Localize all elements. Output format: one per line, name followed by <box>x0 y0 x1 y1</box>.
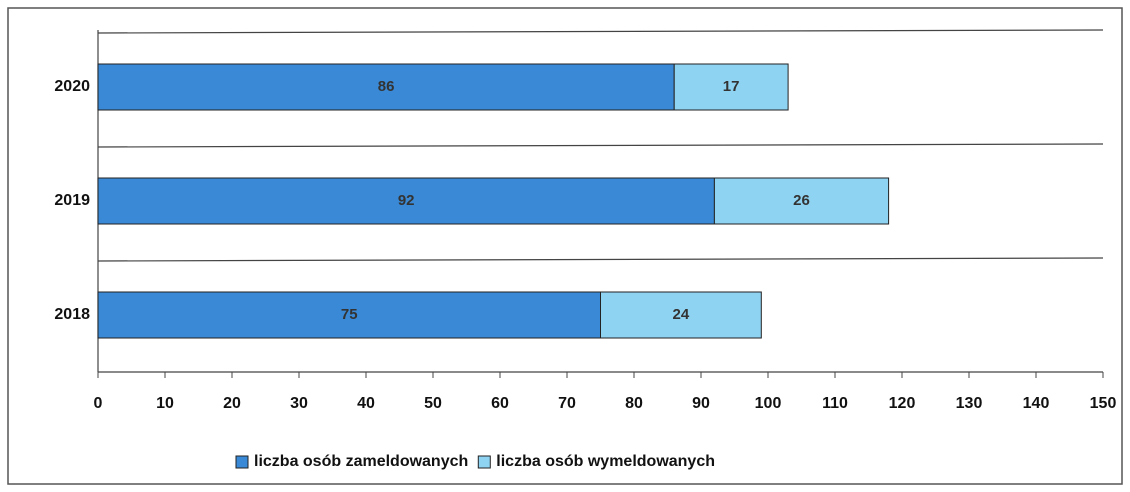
legend-swatch <box>477 455 491 469</box>
separator <box>97 143 1104 148</box>
bar <box>97 177 715 225</box>
x-tick-label: 150 <box>1090 395 1117 412</box>
separator <box>97 29 1104 34</box>
bar <box>600 291 762 339</box>
x-tick-label: 110 <box>822 395 848 412</box>
x-tick-label: 80 <box>625 395 643 412</box>
legend-label: liczba osób zameldowanych <box>254 453 468 470</box>
separator <box>97 257 1104 262</box>
y-tick-label: 2019 <box>54 192 90 209</box>
value-label: 86 <box>378 78 395 95</box>
bar <box>673 63 789 111</box>
x-tick-label: 50 <box>424 395 442 412</box>
value-label: 92 <box>398 192 415 209</box>
x-tick-label: 100 <box>755 395 782 412</box>
value-label: 24 <box>673 306 690 323</box>
x-tick-label: 140 <box>1023 395 1050 412</box>
x-tick-label: 90 <box>692 395 710 412</box>
x-tick-label: 120 <box>889 395 916 412</box>
x-tick-label: 130 <box>956 395 983 412</box>
x-tick-label: 0 <box>94 395 103 412</box>
value-label: 17 <box>723 78 740 95</box>
legend-swatch <box>235 455 249 469</box>
x-tick-label: 10 <box>156 395 174 412</box>
x-tick-label: 70 <box>558 395 576 412</box>
bar <box>97 63 675 111</box>
x-tick-label: 60 <box>491 395 509 412</box>
x-tick-label: 30 <box>290 395 308 412</box>
value-label: 75 <box>341 306 358 323</box>
legend-label: liczba osób wymeldowanych <box>496 453 715 470</box>
bar <box>713 177 890 225</box>
x-tick-label: 40 <box>357 395 375 412</box>
y-tick-label: 2018 <box>54 306 90 323</box>
value-label: 26 <box>793 192 810 209</box>
y-tick-label: 2020 <box>54 78 90 95</box>
x-tick-label: 20 <box>223 395 241 412</box>
